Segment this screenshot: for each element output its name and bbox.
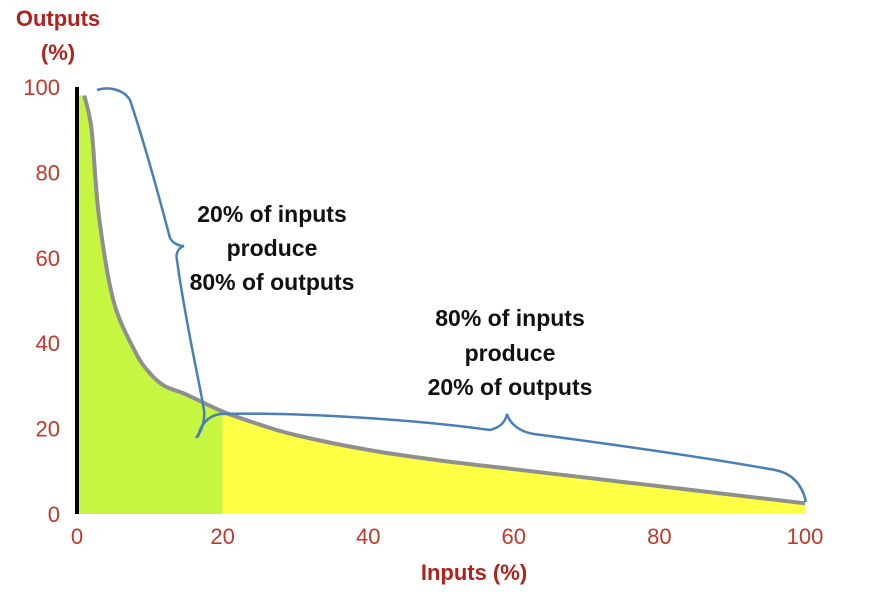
annotation-1-line-3: 80% of outputs: [190, 269, 355, 295]
x-tick-label: 60: [502, 524, 526, 549]
y-axis-title-line-1: Outputs: [16, 6, 100, 31]
annotation-1-line-2: produce: [227, 235, 318, 261]
x-tick-label: 80: [647, 524, 671, 549]
annotation-2-line-1: 80% of inputs: [435, 305, 585, 331]
x-axis-title: Inputs (%): [421, 560, 527, 585]
y-tick-label: 20: [36, 417, 60, 442]
region-0-20: [77, 95, 223, 514]
horizontal-brace: [196, 412, 808, 503]
annotation-80-20: 80% of inputs produce 20% of outputs: [428, 305, 593, 400]
annotation-1-line-1: 20% of inputs: [197, 201, 347, 227]
y-axis-title-line-2: (%): [41, 40, 75, 65]
y-tick-label: 100: [23, 75, 60, 100]
y-tick-label: 80: [36, 160, 60, 185]
x-tick-label: 20: [210, 524, 234, 549]
annotation-2-line-3: 20% of outputs: [428, 374, 593, 400]
y-tick-label: 0: [48, 502, 60, 527]
y-tick-label: 60: [36, 246, 60, 271]
vertical-brace: [96, 87, 206, 439]
x-tick-label: 40: [356, 524, 380, 549]
x-tick-label: 100: [787, 524, 824, 549]
y-tick-label: 40: [36, 331, 60, 356]
annotation-20-80: 20% of inputs produce 80% of outputs: [190, 201, 355, 295]
x-tick-label: 0: [71, 524, 83, 549]
shaded-regions: [77, 95, 806, 514]
annotation-2-line-2: produce: [465, 340, 556, 366]
pareto-curve: [82, 95, 806, 506]
region-20-100: [222, 411, 806, 514]
y-tick-labels: 0 20 40 60 80 100: [23, 75, 60, 527]
x-tick-labels: 0 20 40 60 80 100: [71, 524, 823, 549]
